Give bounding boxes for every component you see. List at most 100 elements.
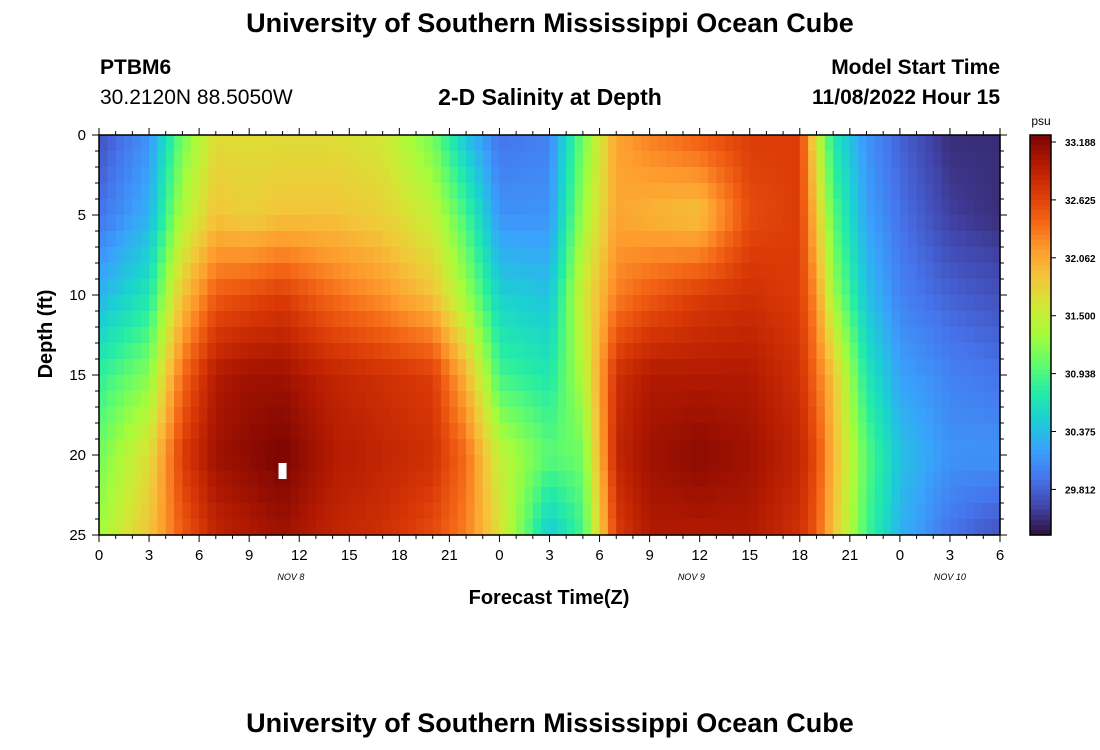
heatmap-cell: [499, 295, 509, 312]
heatmap-cell: [774, 151, 784, 168]
heatmap-cell: [249, 391, 259, 408]
heatmap-cell: [482, 327, 492, 344]
heatmap-cell: [883, 439, 893, 456]
colorbar-segment: [1030, 400, 1051, 406]
heatmap-cell: [991, 343, 1001, 360]
heatmap-cell: [941, 311, 951, 328]
heatmap-cell: [691, 311, 701, 328]
heatmap-cell: [215, 263, 225, 280]
heatmap-cell: [916, 423, 926, 440]
heatmap-cell: [507, 487, 517, 504]
x-axis-label: Forecast Time(Z): [469, 587, 630, 609]
heatmap-cell: [624, 439, 634, 456]
heatmap-cell: [816, 423, 826, 440]
heatmap-cell: [207, 151, 217, 168]
heatmap-cell: [265, 199, 275, 216]
heatmap-cell: [215, 503, 225, 520]
heatmap-cell: [474, 519, 484, 536]
heatmap-cell: [132, 263, 142, 280]
heatmap-cell: [307, 455, 317, 472]
heatmap-cell: [524, 135, 534, 152]
heatmap-cell: [132, 183, 142, 200]
heatmap-cell: [641, 487, 651, 504]
x-tick-label: 18: [791, 547, 808, 564]
colorbar-tick-label: 31.500: [1065, 312, 1096, 323]
colorbar-tick-label: 30.938: [1065, 370, 1096, 381]
heatmap-cell: [791, 199, 801, 216]
heatmap-cell: [833, 343, 843, 360]
heatmap-cell: [758, 487, 767, 504]
heatmap-cell: [808, 215, 818, 232]
heatmap-cell: [224, 471, 234, 488]
colorbar-segment: [1030, 460, 1051, 466]
heatmap-cell: [449, 487, 459, 504]
heatmap-cell: [290, 135, 300, 152]
heatmap-cell: [582, 231, 592, 248]
heatmap-cell: [382, 279, 392, 296]
heatmap-cell: [307, 487, 317, 504]
heatmap-cell: [274, 487, 284, 504]
heatmap-cell: [599, 279, 609, 296]
heatmap-cell: [616, 135, 626, 152]
heatmap-cell: [374, 151, 384, 168]
heatmap-cell: [983, 263, 993, 280]
heatmap-cell: [174, 295, 184, 312]
heatmap-cell: [574, 199, 584, 216]
heatmap-cell: [908, 183, 918, 200]
colorbar-segment: [1030, 370, 1051, 376]
heatmap-cell: [365, 279, 375, 296]
heatmap-cell: [340, 183, 350, 200]
heatmap-cell: [833, 439, 843, 456]
heatmap-cell: [899, 295, 909, 312]
heatmap-cell: [215, 295, 225, 312]
heatmap-cell: [399, 519, 409, 536]
heatmap-cell: [858, 375, 868, 392]
heatmap-cell: [132, 407, 142, 424]
heatmap-cell: [674, 135, 684, 152]
day-label: NOV 9: [678, 572, 705, 582]
heatmap-cell: [240, 519, 250, 536]
heatmap-cell: [908, 327, 918, 344]
heatmap-cell: [791, 327, 801, 344]
heatmap-cell: [908, 375, 918, 392]
heatmap-cell: [115, 391, 125, 408]
heatmap-cell: [616, 375, 626, 392]
heatmap-cell: [382, 471, 392, 488]
heatmap-cell: [232, 343, 242, 360]
heatmap-cell: [491, 279, 501, 296]
heatmap-cell: [124, 263, 133, 280]
heatmap-cell: [140, 151, 150, 168]
heatmap-cell: [257, 391, 267, 408]
heatmap-cell: [816, 439, 826, 456]
x-tick-label: 0: [95, 547, 103, 564]
heatmap-cell: [315, 231, 325, 248]
heatmap-cell: [199, 375, 209, 392]
heatmap-cell: [190, 167, 200, 184]
heatmap-cell: [516, 455, 526, 472]
colorbar-segment: [1030, 510, 1051, 516]
heatmap-cell: [983, 279, 993, 296]
heatmap-cell: [232, 295, 242, 312]
heatmap-cell: [390, 311, 400, 328]
heatmap-cell: [357, 167, 367, 184]
heatmap-cell: [499, 391, 509, 408]
heatmap-cell: [649, 183, 659, 200]
heatmap-cell: [124, 359, 133, 376]
heatmap-cell: [332, 375, 342, 392]
heatmap-cell: [274, 295, 284, 312]
heatmap-cell: [933, 215, 943, 232]
x-tick-label: 15: [341, 547, 358, 564]
heatmap-cell: [257, 199, 267, 216]
colorbar-segment: [1030, 345, 1051, 351]
x-tick-label: 21: [841, 547, 858, 564]
heatmap-cell: [758, 455, 767, 472]
heatmap-cell: [99, 519, 108, 536]
heatmap-cell: [741, 199, 751, 216]
heatmap-cell: [841, 519, 851, 536]
heatmap-cell: [240, 327, 250, 344]
heatmap-cell: [290, 295, 300, 312]
heatmap-cell: [699, 407, 709, 424]
heatmap-cell: [766, 135, 776, 152]
heatmap-cell: [424, 215, 434, 232]
heatmap-cell: [833, 503, 843, 520]
